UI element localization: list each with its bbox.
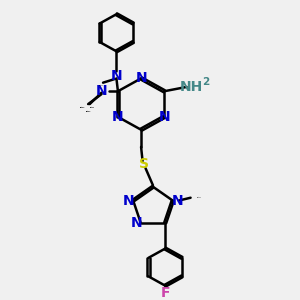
Text: N: N: [111, 68, 122, 83]
Text: N: N: [171, 194, 183, 208]
Text: methyl: methyl: [85, 111, 91, 112]
Text: N: N: [130, 216, 142, 230]
Text: methyl: methyl: [87, 103, 92, 105]
Text: N: N: [158, 110, 170, 124]
Text: 2: 2: [202, 77, 209, 87]
Text: methyl: methyl: [80, 106, 85, 107]
Text: N: N: [112, 110, 124, 124]
Text: N: N: [123, 194, 134, 208]
Text: N: N: [96, 84, 107, 98]
Text: methyl: methyl: [90, 107, 94, 108]
Text: F: F: [160, 286, 170, 300]
Text: methyl: methyl: [90, 107, 95, 108]
Text: S: S: [139, 157, 149, 171]
Text: methyl: methyl: [99, 84, 103, 86]
Text: N: N: [135, 71, 147, 85]
Text: NH: NH: [179, 80, 203, 94]
Text: methyl: methyl: [196, 196, 201, 198]
